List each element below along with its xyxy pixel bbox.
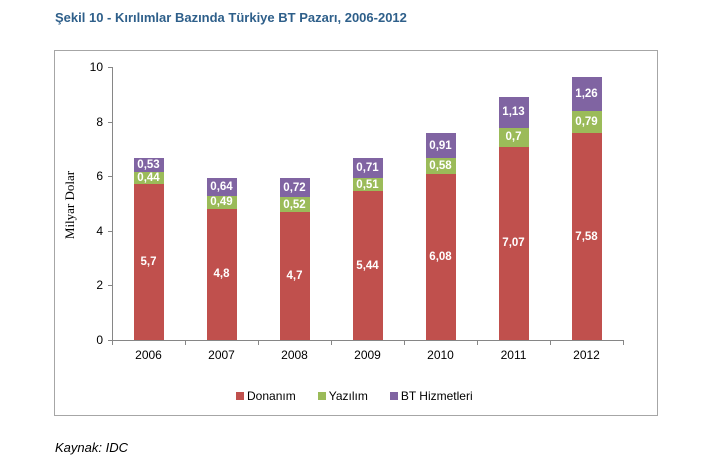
y-tick-mark bbox=[108, 340, 112, 341]
x-tick-label: 2009 bbox=[354, 348, 381, 362]
y-tick-label: 4 bbox=[96, 223, 103, 238]
bar-segment: 0,49 bbox=[206, 195, 237, 209]
bar-segment: 7,07 bbox=[498, 146, 529, 340]
x-tick-mark bbox=[550, 340, 551, 345]
legend-label: BT Hizmetleri bbox=[400, 389, 473, 403]
x-tick-label: 2012 bbox=[573, 348, 600, 362]
legend-item: Yazılım bbox=[317, 389, 368, 403]
x-tick-mark bbox=[404, 340, 405, 345]
x-tick-mark bbox=[477, 340, 478, 345]
x-tick-label: 2008 bbox=[281, 348, 308, 362]
x-tick-label: 2007 bbox=[208, 348, 235, 362]
legend-swatch-icon bbox=[389, 392, 398, 400]
bar-segment: 0,64 bbox=[206, 178, 237, 196]
bar-segment: 0,91 bbox=[425, 133, 456, 159]
legend-item: Donanım bbox=[236, 389, 296, 403]
y-tick-label: 8 bbox=[96, 114, 103, 129]
x-tick-mark bbox=[185, 340, 186, 345]
x-tick-mark bbox=[331, 340, 332, 345]
bar-segment: 1,13 bbox=[498, 97, 529, 128]
y-tick-label: 10 bbox=[89, 60, 103, 74]
bar-segment: 1,26 bbox=[571, 77, 602, 112]
bar-segment: 0,71 bbox=[352, 158, 383, 178]
bar-segment: 5,7 bbox=[133, 184, 164, 340]
y-axis-line bbox=[112, 67, 113, 340]
y-tick-label: 0 bbox=[96, 333, 103, 347]
y-tick-mark bbox=[108, 67, 112, 68]
bar-segment: 6,08 bbox=[425, 174, 456, 340]
bar-segment: 0,7 bbox=[498, 127, 529, 147]
x-tick-label: 2011 bbox=[500, 348, 527, 362]
source-note: Kaynak: IDC bbox=[55, 440, 128, 455]
bar-segment: 0,58 bbox=[425, 158, 456, 174]
x-axis-line bbox=[112, 340, 623, 341]
x-tick-mark bbox=[112, 340, 113, 345]
y-tick-mark bbox=[108, 230, 112, 232]
x-tick-mark bbox=[623, 340, 624, 345]
y-tick-label: 2 bbox=[96, 278, 103, 293]
bar-segment: 0,51 bbox=[352, 177, 383, 192]
bar-segment: 4,7 bbox=[279, 211, 310, 340]
x-tick-mark bbox=[258, 340, 259, 345]
bar-segment: 0,44 bbox=[133, 172, 164, 185]
legend-swatch-icon bbox=[317, 392, 326, 400]
chart-title: Şekil 10 - Kırılımlar Bazında Türkiye BT… bbox=[55, 10, 407, 25]
x-tick-label: 2010 bbox=[427, 348, 454, 362]
y-tick-mark bbox=[108, 121, 112, 123]
bar-segment: 0,79 bbox=[571, 111, 602, 134]
bar-segment: 0,72 bbox=[279, 177, 310, 198]
bar-segment: 7,58 bbox=[571, 133, 602, 340]
legend: Donanım Yazılım BT Hizmetleri bbox=[236, 389, 473, 403]
legend-item: BT Hizmetleri bbox=[389, 389, 473, 403]
y-tick-mark bbox=[108, 285, 112, 287]
legend-label: Yazılım bbox=[328, 389, 368, 403]
bar-segment: 0,52 bbox=[279, 197, 310, 212]
legend-swatch-icon bbox=[236, 392, 244, 400]
chart-frame bbox=[54, 50, 658, 416]
bar-segment: 0,53 bbox=[133, 157, 164, 173]
x-tick-label: 2006 bbox=[135, 348, 162, 362]
bar-segment: 5,44 bbox=[352, 191, 383, 340]
y-tick-label: 6 bbox=[96, 169, 103, 184]
y-tick-mark bbox=[108, 176, 112, 178]
legend-label: Donanım bbox=[247, 389, 296, 403]
bar-segment: 4,8 bbox=[206, 208, 237, 340]
